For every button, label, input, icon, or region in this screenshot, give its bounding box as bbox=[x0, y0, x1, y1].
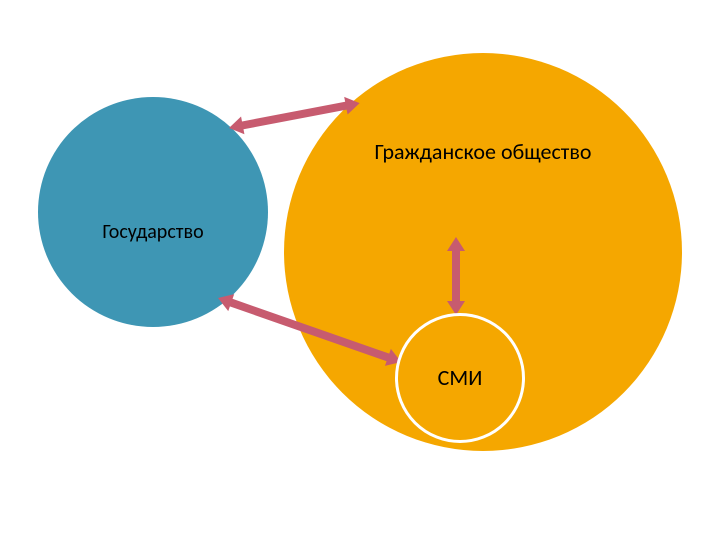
arrow-head-start bbox=[447, 237, 465, 251]
arrow-head-start bbox=[227, 117, 244, 137]
media-node: СМИ bbox=[395, 313, 525, 443]
civil-society-label: Гражданское общество bbox=[375, 139, 592, 165]
media-label: СМИ bbox=[438, 365, 483, 391]
state-label: Государство bbox=[102, 220, 203, 244]
arrow-shaft bbox=[452, 249, 460, 303]
